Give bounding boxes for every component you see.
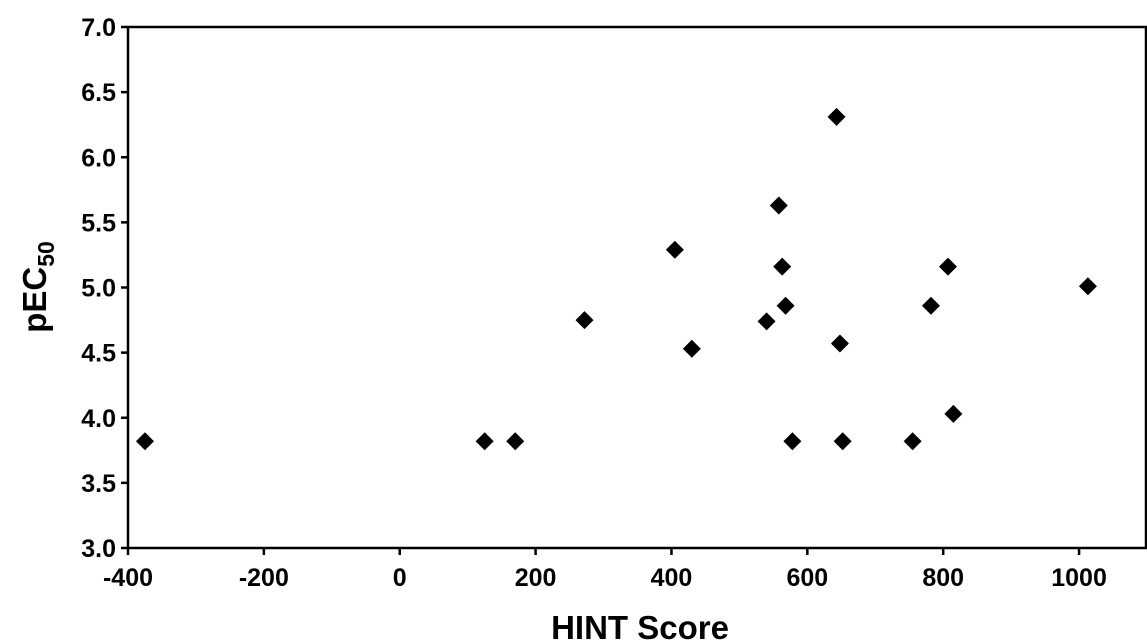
y-axis-title: pEC50 [16, 241, 59, 333]
x-tick-label: 1000 [1051, 564, 1107, 592]
data-point [830, 334, 849, 353]
data-point [135, 432, 154, 451]
data-point [757, 312, 776, 331]
data-point [773, 257, 792, 276]
x-tick-label: 200 [515, 564, 557, 592]
y-tick-label: 6.0 [81, 144, 116, 172]
y-tick-label: 5.0 [81, 275, 116, 303]
data-point [938, 257, 957, 276]
y-tick-label: 6.5 [81, 79, 116, 107]
data-point [944, 404, 963, 423]
plot-area [126, 25, 1147, 550]
y-axis: 3.0 3.5 4.0 4.5 5.0 5.5 6.0 6.5 7.0 [81, 14, 128, 563]
x-tick-label: -200 [239, 564, 289, 592]
data-point [827, 107, 846, 126]
y-tick-label: 3.0 [81, 535, 116, 563]
data-point [475, 432, 494, 451]
y-tick-label: 7.0 [81, 14, 116, 42]
data-point [769, 196, 788, 215]
x-tick-label: 800 [922, 564, 964, 592]
y-tick-label: 3.5 [81, 470, 116, 498]
data-point [903, 432, 922, 451]
data-point [833, 432, 852, 451]
data-point [575, 311, 594, 330]
y-tick-label: 4.5 [81, 340, 116, 368]
data-point [506, 432, 525, 451]
data-point [1078, 277, 1097, 296]
data-point [783, 432, 802, 451]
x-tick-label: -400 [103, 564, 153, 592]
y-axis-title-main: pEC [16, 267, 53, 333]
x-tick-label: 400 [651, 564, 693, 592]
data-point [776, 296, 795, 315]
data-points [135, 107, 1097, 451]
y-tick-label: 5.5 [81, 209, 116, 237]
y-axis-title-subscript: 50 [33, 241, 59, 267]
x-axis-title: HINT Score [551, 609, 729, 644]
y-tick-label: 4.0 [81, 405, 116, 433]
data-point [921, 296, 940, 315]
x-axis: -400 -200 0 200 400 600 800 1000 [103, 548, 1107, 592]
x-tick-label: 0 [393, 564, 407, 592]
data-point [665, 240, 684, 259]
x-tick-label: 600 [786, 564, 828, 592]
data-point [682, 339, 701, 358]
